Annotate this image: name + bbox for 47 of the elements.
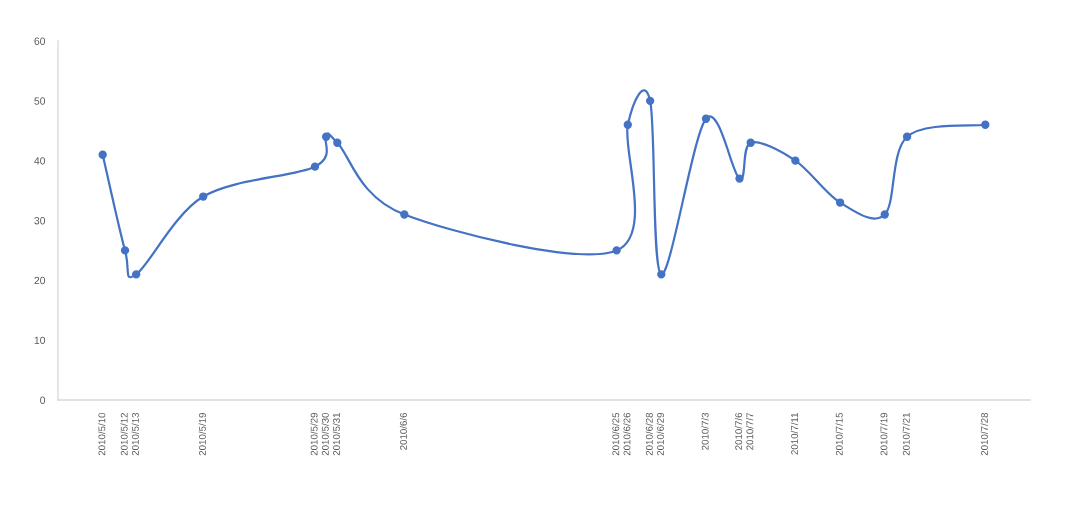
point (835, 198, 845, 207)
x-tick-label: 2010/7/21 (902, 412, 910, 456)
x-tick-label: 2010/6/28 (645, 412, 653, 456)
y-tick-label: 10 (34, 336, 46, 345)
y-tick-label: 50 (34, 97, 46, 105)
x-tick-label: 2010/7/6 (734, 412, 743, 450)
x-tick-label: 2010/7/11 (790, 412, 798, 455)
x-tick-label: 2010/5/30 (321, 412, 329, 456)
x-tick-label: 2010/5/19 (198, 412, 206, 456)
x-tick-label: 2010/6/6 (399, 412, 407, 450)
x-tick-label: 2010/7/15 (835, 412, 843, 456)
point (310, 162, 320, 171)
x-tick-label: 2010/5/29 (310, 412, 318, 456)
y-tick-label: 60 (34, 37, 46, 45)
y-tick-label: 0 (40, 396, 46, 404)
point (333, 138, 342, 147)
x-tick-label: 2010/7/7 (746, 412, 754, 450)
point (880, 210, 889, 219)
point (120, 246, 130, 255)
point (902, 132, 912, 141)
x-tick-label: 2010/6/25 (612, 412, 620, 456)
point (746, 138, 755, 147)
point (981, 120, 990, 129)
x-tick-label: 2010/6/29 (656, 412, 664, 456)
point (701, 114, 711, 123)
point (321, 132, 331, 141)
x-tick-label: 2010/5/10 (98, 412, 106, 456)
point (98, 150, 107, 159)
point (400, 210, 409, 219)
point (623, 120, 632, 129)
point (791, 156, 800, 165)
x-tick-label: 2010/5/13 (131, 412, 139, 456)
x-tick-label: 2010/6/26 (623, 412, 631, 456)
point (132, 270, 141, 279)
x-tick-label: 2010/7/19 (880, 412, 888, 456)
x-tick-label: 2010/7/3 (701, 412, 709, 450)
point (612, 246, 621, 255)
y-tick-label: 30 (34, 217, 46, 225)
x-tick-label: 2010/5/31 (332, 412, 340, 456)
y-tick-label: 20 (34, 276, 46, 285)
x-tick-label: 2010/7/28 (980, 412, 988, 456)
point (657, 270, 666, 279)
point (735, 174, 744, 183)
x-tick-label: 2010/5/12 (120, 412, 128, 456)
point (199, 192, 208, 201)
point (645, 96, 655, 106)
y-tick-label: 40 (34, 157, 46, 165)
